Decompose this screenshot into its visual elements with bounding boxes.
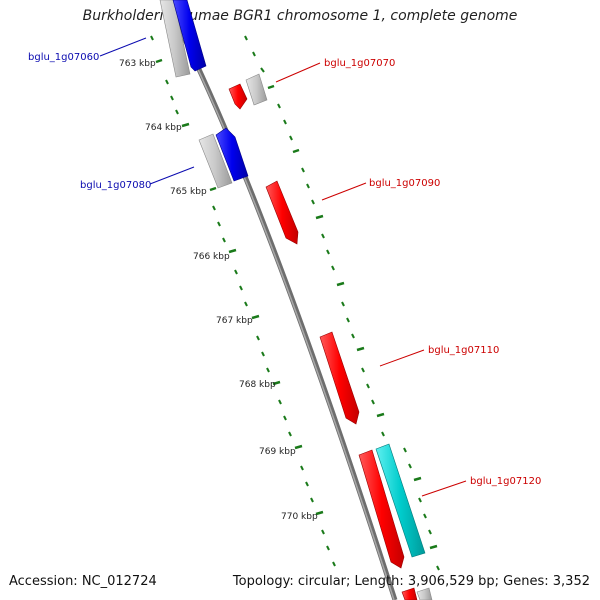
genome-backbone <box>162 0 398 600</box>
gene-bar[interactable] <box>159 0 191 78</box>
accession-text: Accession: NC_012724 <box>9 574 157 589</box>
rna-bar[interactable] <box>375 443 426 558</box>
tick-labels: 763 kbp 764 kbp 765 kbp 766 kbp 767 kbp … <box>119 59 318 522</box>
cds-arrow-forward[interactable] <box>319 331 360 425</box>
inner-tick-ring <box>150 35 336 567</box>
cds-arrow-forward[interactable] <box>228 83 248 110</box>
tick-label: 767 kbp <box>216 316 253 326</box>
features <box>159 0 433 600</box>
gene-label-bglu-1g07080[interactable]: bglu_1g07080 <box>80 180 151 191</box>
label-leaders <box>99 37 467 497</box>
cds-arrow-forward[interactable] <box>265 180 299 245</box>
gene-bar[interactable] <box>198 133 233 189</box>
gene-bar[interactable] <box>245 73 268 106</box>
gene-label-bglu-1g07110[interactable]: bglu_1g07110 <box>428 345 499 356</box>
gene-label-bglu-1g07070[interactable]: bglu_1g07070 <box>324 58 395 69</box>
tick-label: 769 kbp <box>259 447 296 457</box>
cds-arrow-reverse[interactable] <box>172 0 207 72</box>
gene-labels: bglu_1g07060 bglu_1g07070 bglu_1g07080 b… <box>28 52 541 487</box>
outer-tick-ring <box>244 35 440 571</box>
gene-label-bglu-1g07120[interactable]: bglu_1g07120 <box>470 476 541 487</box>
cds-arrow-forward[interactable] <box>358 449 405 569</box>
tick-label: 764 kbp <box>145 123 182 133</box>
gene-label-bglu-1g07060[interactable]: bglu_1g07060 <box>28 52 99 63</box>
tick-label: 766 kbp <box>193 252 230 262</box>
tick-label: 765 kbp <box>170 187 207 197</box>
tick-label: 763 kbp <box>119 59 156 69</box>
genome-backbone-highlight <box>163 0 395 600</box>
gene-bar[interactable] <box>416 587 433 600</box>
tick-label: 770 kbp <box>281 512 318 522</box>
gene-label-bglu-1g07090[interactable]: bglu_1g07090 <box>369 178 440 189</box>
cds-arrow-reverse[interactable] <box>215 127 249 182</box>
cds-arrow-forward[interactable] <box>401 587 418 600</box>
genome-summary-text: Topology: circular; Length: 3,906,529 bp… <box>232 574 590 589</box>
tick-label: 768 kbp <box>239 380 276 390</box>
